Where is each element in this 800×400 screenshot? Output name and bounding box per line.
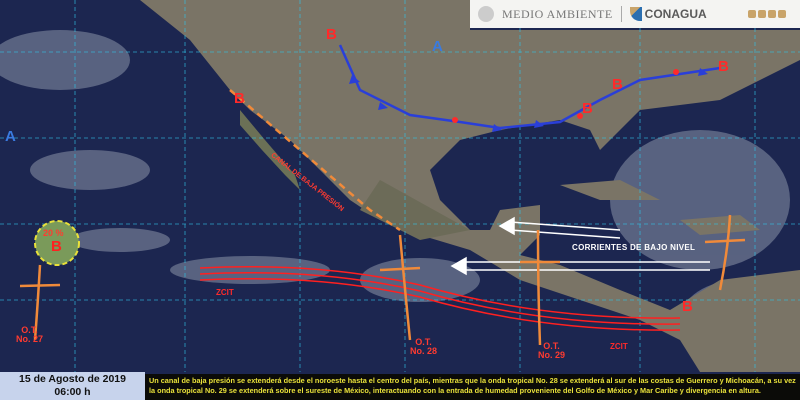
itcz-label: ZCIT	[216, 288, 234, 297]
twitter-icon[interactable]	[758, 10, 766, 18]
tropical-waves	[19, 214, 746, 346]
low-pressure-label: B	[612, 76, 623, 93]
lat-lon-grid	[0, 0, 800, 372]
low-pressure-label: B	[582, 100, 593, 117]
header-bar: MEDIO AMBIENTE CONAGUA	[470, 0, 800, 28]
cold-front	[338, 44, 721, 130]
low-probability-circle	[34, 220, 80, 266]
probability-label: 20 %	[43, 228, 64, 238]
high-pressure-label: A	[5, 128, 16, 145]
low-pressure-label: B	[718, 58, 729, 75]
date-label: 15 de Agosto de 2019	[19, 373, 126, 385]
low-pressure-label: B	[51, 238, 62, 255]
time-label: 06:00 h	[54, 386, 91, 398]
social-links	[748, 10, 786, 18]
forecast-description: Un canal de baja presión se extenderá de…	[145, 374, 800, 400]
trough-line	[229, 89, 401, 232]
low-pressure-label: B	[682, 298, 693, 315]
land	[140, 0, 800, 372]
government-seal-icon	[478, 6, 494, 22]
high-pressure-label: A	[432, 38, 443, 55]
instagram-icon[interactable]	[768, 10, 776, 18]
agency-conagua: CONAGUA	[644, 7, 707, 21]
tropical-wave-28-label: O.T. No. 28	[410, 337, 438, 356]
itcz-line	[199, 266, 681, 331]
conagua-logo-icon	[629, 7, 642, 21]
divider	[620, 6, 622, 22]
itcz-label: ZCIT	[610, 342, 628, 351]
facebook-icon[interactable]	[748, 10, 756, 18]
low-level-currents-arrows	[450, 216, 710, 276]
low-level-currents-label: CORRIENTES DE BAJO NIVEL	[572, 243, 696, 252]
low-pressure-label: B	[234, 90, 245, 107]
date-box: 15 de Agosto de 2019 06:00 h	[0, 372, 145, 400]
agency-medio-ambiente: MEDIO AMBIENTE	[502, 6, 613, 21]
tropical-wave-29-label: O.T. No. 29	[538, 341, 566, 360]
tropical-wave-27-label: O.T. No. 27	[16, 325, 44, 344]
youtube-icon[interactable]	[778, 10, 786, 18]
low-pressure-label: B	[326, 26, 337, 43]
